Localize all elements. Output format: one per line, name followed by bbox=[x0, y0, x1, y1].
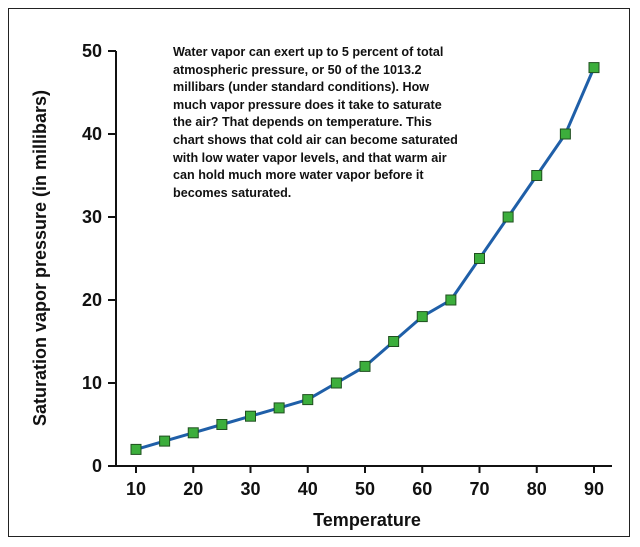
x-tick-label: 20 bbox=[183, 479, 203, 499]
data-point bbox=[187, 427, 199, 439]
y-tick-label: 50 bbox=[82, 41, 102, 61]
data-point bbox=[445, 294, 457, 306]
y-tick-label: 40 bbox=[82, 124, 102, 144]
chart-frame bbox=[8, 8, 630, 537]
x-axis-ticks: 10 20 30 40 50 60 70 80 90 bbox=[126, 466, 604, 499]
data-point bbox=[416, 311, 428, 323]
data-point bbox=[474, 253, 485, 264]
x-tick-label: 50 bbox=[355, 479, 375, 499]
y-axis-ticks: 0 10 20 30 40 50 bbox=[82, 41, 116, 476]
data-point bbox=[531, 170, 543, 181]
y-tick-label: 10 bbox=[82, 373, 102, 393]
data-point bbox=[130, 443, 142, 455]
x-tick-label: 30 bbox=[240, 479, 260, 499]
data-point bbox=[245, 410, 256, 422]
x-tick-label: 60 bbox=[412, 479, 432, 499]
chart-annotation: Water vapor can exert up to 5 percent of… bbox=[173, 45, 458, 200]
data-point bbox=[388, 336, 400, 347]
x-tick-label: 40 bbox=[298, 479, 318, 499]
data-point bbox=[216, 419, 228, 430]
x-tick-label: 80 bbox=[527, 479, 547, 499]
data-point bbox=[302, 394, 314, 406]
data-point bbox=[330, 377, 342, 389]
data-point bbox=[159, 435, 171, 447]
y-tick-label: 20 bbox=[82, 290, 102, 310]
x-tick-label: 10 bbox=[126, 479, 146, 499]
x-axis-title: Temperature bbox=[313, 510, 421, 530]
data-point bbox=[588, 62, 600, 74]
data-point bbox=[502, 211, 514, 223]
data-points bbox=[130, 62, 600, 455]
y-axis-title: Saturation vapor pressure (in millibars) bbox=[30, 90, 50, 426]
y-tick-label: 30 bbox=[82, 207, 102, 227]
x-tick-label: 90 bbox=[584, 479, 604, 499]
data-point bbox=[273, 402, 285, 414]
data-point bbox=[359, 360, 371, 372]
y-tick-label: 0 bbox=[92, 456, 102, 476]
x-tick-label: 70 bbox=[469, 479, 489, 499]
data-point bbox=[559, 128, 571, 140]
